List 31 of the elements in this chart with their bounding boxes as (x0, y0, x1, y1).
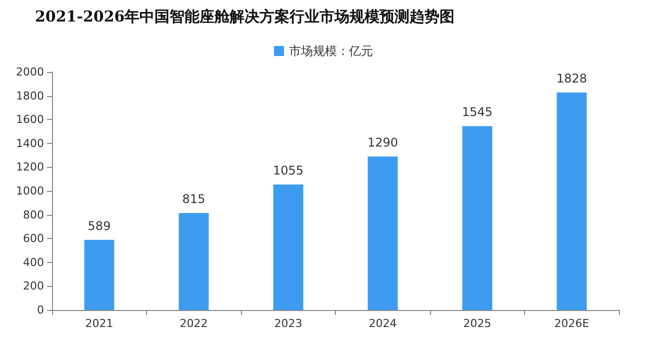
bar (462, 126, 492, 310)
x-tick-label: 2025 (463, 317, 492, 330)
y-tick-label: 2000 (16, 66, 44, 78)
x-tick-label: 2022 (180, 317, 208, 330)
y-tick-label: 800 (23, 208, 44, 222)
y-tick-label: 200 (23, 280, 44, 293)
legend-label: 市场规模：亿元 (289, 44, 373, 58)
y-tick-label: 1400 (16, 136, 44, 150)
bar (273, 184, 304, 310)
y-tick-label: 400 (23, 256, 44, 269)
x-tick-label: 2024 (368, 317, 397, 330)
bar (556, 92, 587, 310)
data-label: 1290 (367, 135, 398, 150)
data-label: 589 (88, 218, 111, 233)
x-tick-label: 2021 (85, 317, 114, 330)
data-label: 815 (182, 192, 206, 206)
y-tick-label: 0 (37, 304, 44, 316)
data-label: 1545 (462, 105, 493, 120)
x-tick-label: 2023 (274, 317, 302, 330)
bar (368, 156, 398, 310)
chart-title: 2021-2026年中国智能座舱解决方案行业市场规模预测趋势图 (35, 8, 455, 26)
y-tick-label: 1200 (16, 160, 44, 174)
bar (178, 213, 209, 310)
data-label: 1828 (556, 71, 588, 86)
data-label: 1055 (272, 163, 304, 178)
bar (84, 240, 114, 310)
y-tick-label: 1600 (16, 113, 44, 126)
y-tick-label: 1000 (16, 184, 44, 198)
y-tick-label: 1800 (16, 89, 44, 102)
y-tick-label: 600 (23, 232, 44, 246)
x-tick-label: 2026E (554, 317, 590, 330)
